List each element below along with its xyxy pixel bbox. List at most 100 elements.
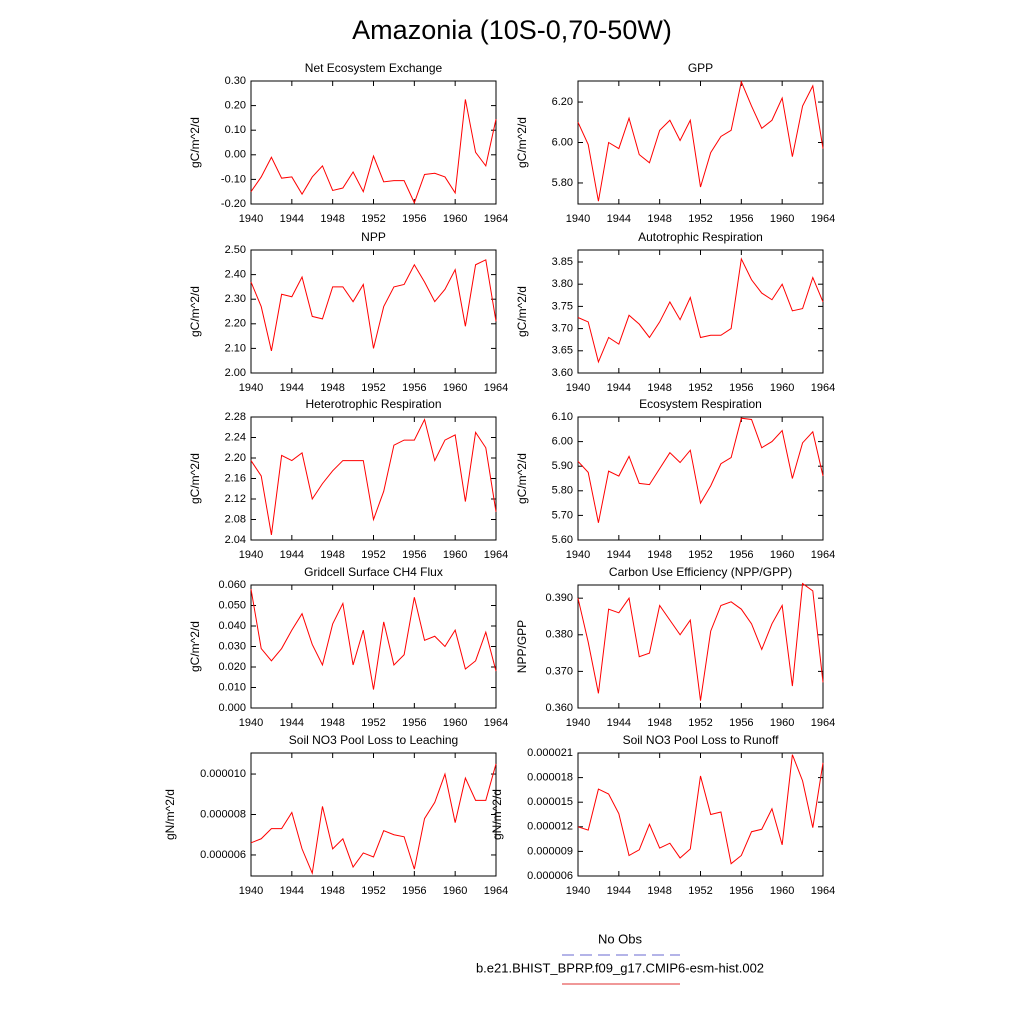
y-axis-label: gC/m^2/d xyxy=(188,621,202,672)
y-tick-label: 0.360 xyxy=(545,702,573,714)
y-axis-label: gC/m^2/d xyxy=(515,117,529,168)
y-tick-label: 2.08 xyxy=(225,513,246,525)
y-tick-label: 3.80 xyxy=(552,278,573,290)
y-tick-label: 2.50 xyxy=(225,244,246,256)
x-tick-label: 1944 xyxy=(280,549,304,561)
y-tick-label: 0.030 xyxy=(218,640,246,652)
x-tick-label: 1948 xyxy=(647,382,671,394)
data-line xyxy=(250,418,497,535)
x-tick-label: 1964 xyxy=(484,717,508,729)
x-tick-label: 1964 xyxy=(484,213,508,225)
y-tick-label: 0.010 xyxy=(218,681,246,693)
x-tick-label: 1952 xyxy=(688,549,712,561)
x-tick-label: 1944 xyxy=(607,382,631,394)
y-tick-label: 0.10 xyxy=(225,124,246,136)
y-tick-label: 6.10 xyxy=(552,411,573,423)
y-tick-label: 0.000 xyxy=(218,702,246,714)
x-tick-label: 1940 xyxy=(566,213,590,225)
plot-frame xyxy=(250,249,497,374)
x-tick-label: 1960 xyxy=(770,717,794,729)
data-line xyxy=(577,754,824,865)
panel-title: Soil NO3 Pool Loss to Leaching xyxy=(289,733,458,747)
y-tick-label: 5.60 xyxy=(552,534,573,546)
x-tick-label: 1964 xyxy=(811,213,835,225)
x-tick-label: 1956 xyxy=(402,549,426,561)
panel-title: Gridcell Surface CH4 Flux xyxy=(304,565,443,579)
x-tick-label: 1944 xyxy=(280,213,304,225)
y-tick-label: 5.80 xyxy=(552,485,573,497)
x-tick-label: 1952 xyxy=(361,885,385,897)
y-axis-label: gN/m^2/d xyxy=(490,789,504,840)
panel-title: Heterotrophic Respiration xyxy=(305,397,441,411)
y-tick-label: 0.000008 xyxy=(200,808,246,820)
y-tick-label: 6.00 xyxy=(552,436,573,448)
y-tick-label: 5.70 xyxy=(552,509,573,521)
x-tick-label: 1960 xyxy=(443,885,467,897)
x-tick-label: 1944 xyxy=(280,382,304,394)
x-tick-label: 1952 xyxy=(361,213,385,225)
x-tick-label: 1944 xyxy=(607,717,631,729)
y-tick-label: 2.00 xyxy=(225,367,246,379)
y-tick-label: 3.60 xyxy=(552,367,573,379)
x-tick-label: 1944 xyxy=(280,717,304,729)
y-tick-label: 0.000018 xyxy=(527,772,573,784)
x-tick-label: 1956 xyxy=(402,213,426,225)
x-tick-label: 1940 xyxy=(566,549,590,561)
plot-frame xyxy=(577,249,824,374)
x-tick-label: 1948 xyxy=(320,717,344,729)
x-tick-label: 1964 xyxy=(811,382,835,394)
x-tick-label: 1952 xyxy=(361,382,385,394)
x-tick-label: 1948 xyxy=(647,885,671,897)
x-tick-label: 1940 xyxy=(239,213,263,225)
y-tick-label: 0.00 xyxy=(225,149,246,161)
x-tick-label: 1960 xyxy=(443,549,467,561)
x-tick-label: 1952 xyxy=(361,717,385,729)
y-tick-label: 5.80 xyxy=(552,177,573,189)
x-tick-label: 1960 xyxy=(770,382,794,394)
y-tick-label: 2.20 xyxy=(225,318,246,330)
x-tick-label: 1940 xyxy=(566,717,590,729)
panel-title: Autotrophic Respiration xyxy=(638,230,763,244)
y-tick-label: 0.000021 xyxy=(527,747,573,759)
y-tick-label: 0.000009 xyxy=(527,845,573,857)
panel-title: NPP xyxy=(361,230,386,244)
x-tick-label: 1940 xyxy=(566,382,590,394)
y-tick-label: 0.000015 xyxy=(527,796,573,808)
y-tick-label: 6.00 xyxy=(552,136,573,148)
y-tick-label: 5.90 xyxy=(552,460,573,472)
y-tick-label: 0.050 xyxy=(218,599,246,611)
panel-title: GPP xyxy=(688,61,713,75)
x-tick-label: 1952 xyxy=(688,213,712,225)
legend-label: b.e21.BHIST_BPRP.f09_g17.CMIP6-esm-hist.… xyxy=(476,960,764,975)
x-tick-label: 1944 xyxy=(607,885,631,897)
panel-title: Ecosystem Respiration xyxy=(639,397,762,411)
y-tick-label: 2.12 xyxy=(225,493,246,505)
y-tick-label: 0.000010 xyxy=(200,768,246,780)
y-tick-label: 2.40 xyxy=(225,269,246,281)
x-tick-label: 1948 xyxy=(647,717,671,729)
y-tick-label: 2.20 xyxy=(225,452,246,464)
plot-frame xyxy=(577,752,824,877)
y-axis-label: gC/m^2/d xyxy=(188,286,202,337)
data-line xyxy=(577,80,824,202)
x-tick-label: 1948 xyxy=(320,382,344,394)
y-axis-label: gC/m^2/d xyxy=(188,453,202,504)
y-tick-label: 0.000012 xyxy=(527,821,573,833)
x-tick-label: 1960 xyxy=(770,549,794,561)
plot-frame xyxy=(250,80,497,205)
x-tick-label: 1952 xyxy=(361,549,385,561)
data-line xyxy=(577,257,824,364)
x-tick-label: 1948 xyxy=(320,213,344,225)
panel-title: Carbon Use Efficiency (NPP/GPP) xyxy=(609,565,792,579)
x-tick-label: 1956 xyxy=(729,213,753,225)
x-tick-label: 1960 xyxy=(443,213,467,225)
x-tick-label: 1940 xyxy=(239,717,263,729)
y-axis-label: gC/m^2/d xyxy=(515,286,529,337)
y-tick-label: -0.10 xyxy=(221,173,246,185)
panel-title: Soil NO3 Pool Loss to Runoff xyxy=(623,733,780,747)
y-tick-label: 3.85 xyxy=(552,256,573,268)
x-tick-label: 1948 xyxy=(320,549,344,561)
y-tick-label: -0.20 xyxy=(221,198,246,210)
y-tick-label: 0.000006 xyxy=(527,870,573,882)
y-tick-label: 6.20 xyxy=(552,96,573,108)
